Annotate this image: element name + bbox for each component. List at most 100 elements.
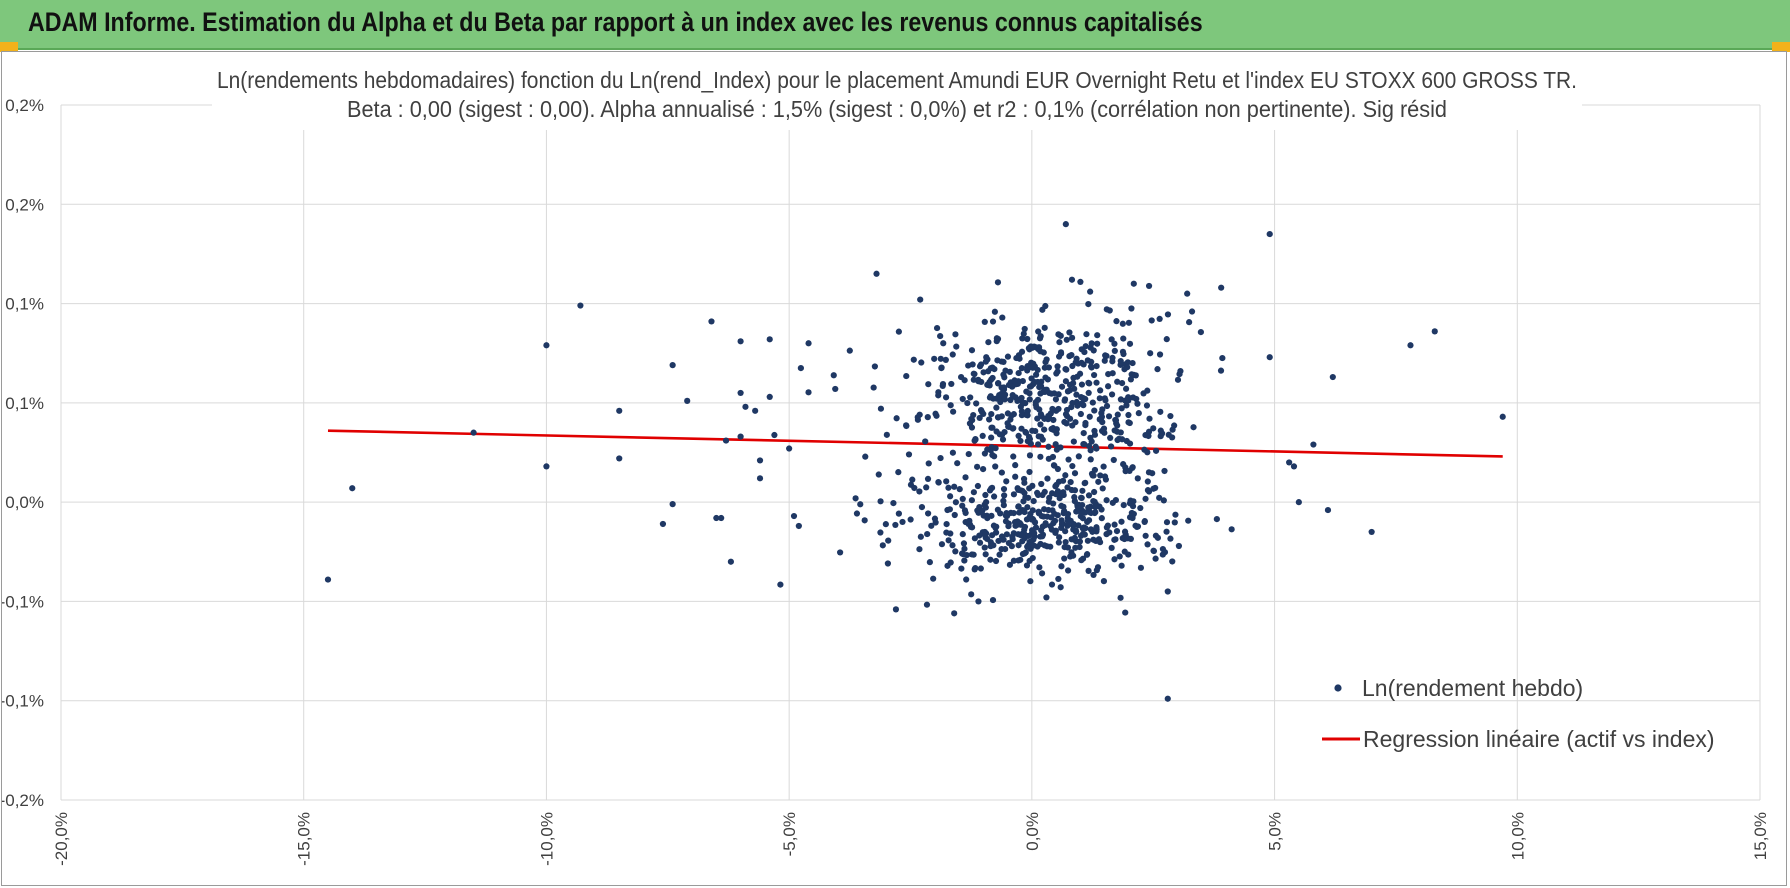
scatter-point: [543, 342, 550, 349]
scatter-point: [892, 606, 900, 613]
scatter-point: [1037, 411, 1045, 418]
scatter-point: [1097, 387, 1104, 394]
scatter-point: [1118, 562, 1125, 569]
scatter-point: [1144, 449, 1151, 456]
chart-title-line1: Ln(rendements hebdomadaires) fonction du…: [217, 67, 1577, 93]
scatter-point: [1018, 394, 1025, 402]
scatter-point: [1039, 491, 1046, 499]
scatter-point: [1218, 284, 1225, 291]
scatter-point: [949, 542, 956, 549]
scatter-point: [943, 529, 950, 536]
scatter-point: [978, 408, 986, 415]
scatter-point: [1020, 475, 1028, 483]
scatter-point: [951, 610, 958, 617]
scatter-point: [1100, 425, 1108, 432]
scatter-point: [1017, 487, 1025, 494]
scatter-point: [973, 400, 980, 407]
scatter-point: [1219, 354, 1226, 362]
scatter-point: [1127, 376, 1135, 383]
scatter-point: [1156, 315, 1163, 322]
scatter-point: [1114, 422, 1121, 429]
scatter-point: [923, 601, 931, 608]
scatter-point: [1118, 380, 1126, 387]
scatter-point: [1001, 396, 1009, 403]
scatter-point: [1125, 411, 1132, 419]
scatter-point: [1093, 445, 1100, 452]
scatter-point: [976, 414, 983, 422]
scatter-point: [1081, 531, 1088, 538]
scatter-point: [1167, 412, 1174, 420]
scatter-point: [985, 339, 992, 346]
scatter-point: [938, 364, 945, 371]
scatter-point: [1156, 351, 1164, 358]
scatter-point: [1018, 412, 1026, 419]
scatter-point: [931, 355, 938, 362]
scatter-point: [982, 358, 989, 365]
scatter-point: [1103, 524, 1110, 531]
scatter-point: [1045, 506, 1052, 514]
scatter-point: [1055, 575, 1062, 583]
scatter-point: [1045, 455, 1052, 462]
scatter-point: [1003, 531, 1010, 538]
scatter-point: [1087, 363, 1095, 370]
scatter-point: [1092, 503, 1099, 510]
scatter-point: [935, 478, 942, 486]
scatter-point: [1040, 513, 1047, 520]
scatter-point: [1107, 434, 1114, 441]
scatter-point: [1035, 328, 1042, 335]
x-tick-label: 5,0%: [1266, 812, 1285, 851]
scatter-point: [1094, 564, 1102, 571]
scatter-point: [1197, 329, 1204, 336]
scatter-point: [790, 512, 798, 520]
scatter-point: [1030, 381, 1037, 388]
scatter-point: [1067, 479, 1074, 486]
scatter-point: [1049, 425, 1057, 432]
scatter-point: [1228, 526, 1235, 533]
scatter-point: [1069, 362, 1076, 370]
scatter-point: [961, 545, 968, 552]
scatter-point: [925, 381, 932, 388]
scatter-point: [830, 372, 837, 379]
scatter-point: [917, 533, 924, 540]
scatter-point: [1060, 477, 1067, 484]
scatter-point: [1090, 371, 1098, 379]
scatter-point: [1052, 396, 1060, 403]
scatter-point: [1324, 506, 1332, 514]
scatter-point: [1125, 319, 1132, 326]
scatter-point: [1152, 447, 1160, 454]
scatter-point: [1077, 410, 1084, 418]
scatter-point: [1164, 695, 1171, 702]
scatter-point: [1010, 411, 1017, 418]
scatter-point: [1009, 533, 1016, 540]
scatter-point: [892, 521, 899, 529]
scatter-point: [968, 424, 976, 431]
scatter-point: [1117, 361, 1124, 368]
scatter-point: [1000, 371, 1007, 378]
scatter-point: [1053, 446, 1060, 453]
corner-marker-left: [0, 42, 18, 52]
scatter-point: [960, 540, 968, 547]
scatter-point: [1038, 527, 1045, 534]
scatter-point: [797, 365, 804, 372]
scatter-point: [899, 518, 906, 526]
scatter-point: [1133, 395, 1140, 403]
scatter-point: [1057, 350, 1065, 357]
scatter-point: [852, 495, 859, 502]
scatter-point: [1093, 379, 1100, 386]
scatter-point: [1102, 352, 1109, 359]
scatter-point: [1061, 396, 1069, 403]
scatter-point: [1163, 528, 1170, 535]
legend-label-line: Regression linéaire (actif vs index): [1363, 726, 1715, 752]
scatter-point: [1128, 305, 1135, 312]
scatter-point: [1064, 484, 1071, 491]
scatter-point: [1019, 550, 1027, 558]
scatter-point: [966, 517, 973, 524]
y-tick-label: -0,1%: [2, 592, 44, 611]
scatter-point: [1044, 376, 1051, 383]
scatter-point: [1142, 495, 1149, 502]
scatter-point: [989, 318, 997, 325]
scatter-point: [861, 517, 868, 524]
scatter-point: [1021, 325, 1028, 333]
scatter-point: [1105, 370, 1112, 378]
x-tick-label: -20,0%: [52, 812, 71, 866]
